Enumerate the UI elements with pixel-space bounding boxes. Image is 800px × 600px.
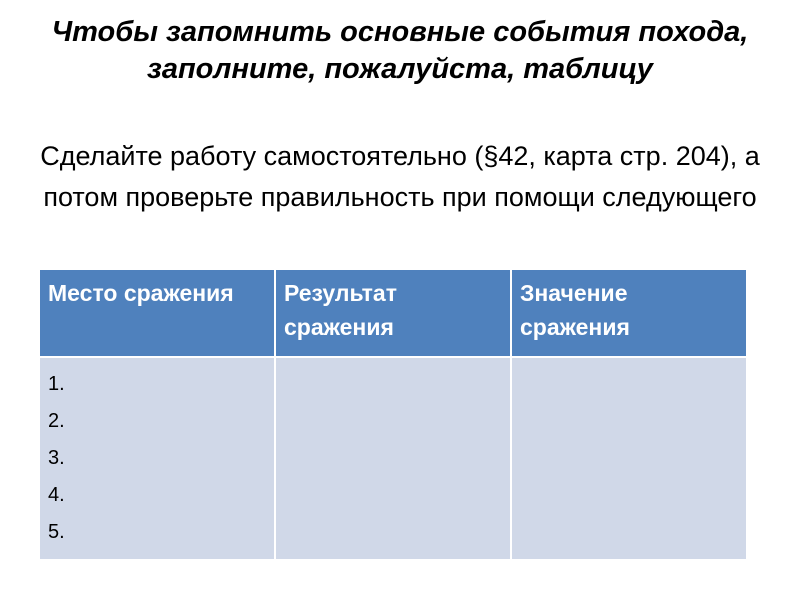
slide-instructions: Сделайте работу самостоятельно (§42, кар… <box>40 141 760 212</box>
slide-title: Чтобы запомнить основные события похода,… <box>51 16 749 85</box>
header-result: Результат сражения <box>274 268 512 358</box>
battles-table: Место сражения Результат сражения Значен… <box>38 268 748 561</box>
cell-result[interactable] <box>274 356 512 561</box>
list-item: 3. <box>48 447 65 469</box>
list-item: 4. <box>48 484 65 506</box>
list-item: 1. <box>48 373 65 395</box>
table-row: 1. 2. 3. 4. 5. <box>38 356 748 561</box>
list-item: 2. <box>48 410 65 432</box>
cell-significance[interactable] <box>510 356 748 561</box>
header-place: Место сражения <box>38 268 276 358</box>
list-item: 5. <box>48 521 65 543</box>
cell-place[interactable]: 1. 2. 3. 4. 5. <box>38 356 276 561</box>
header-significance: Значение сражения <box>510 268 748 358</box>
table-header-row: Место сражения Результат сражения Значен… <box>38 268 748 358</box>
